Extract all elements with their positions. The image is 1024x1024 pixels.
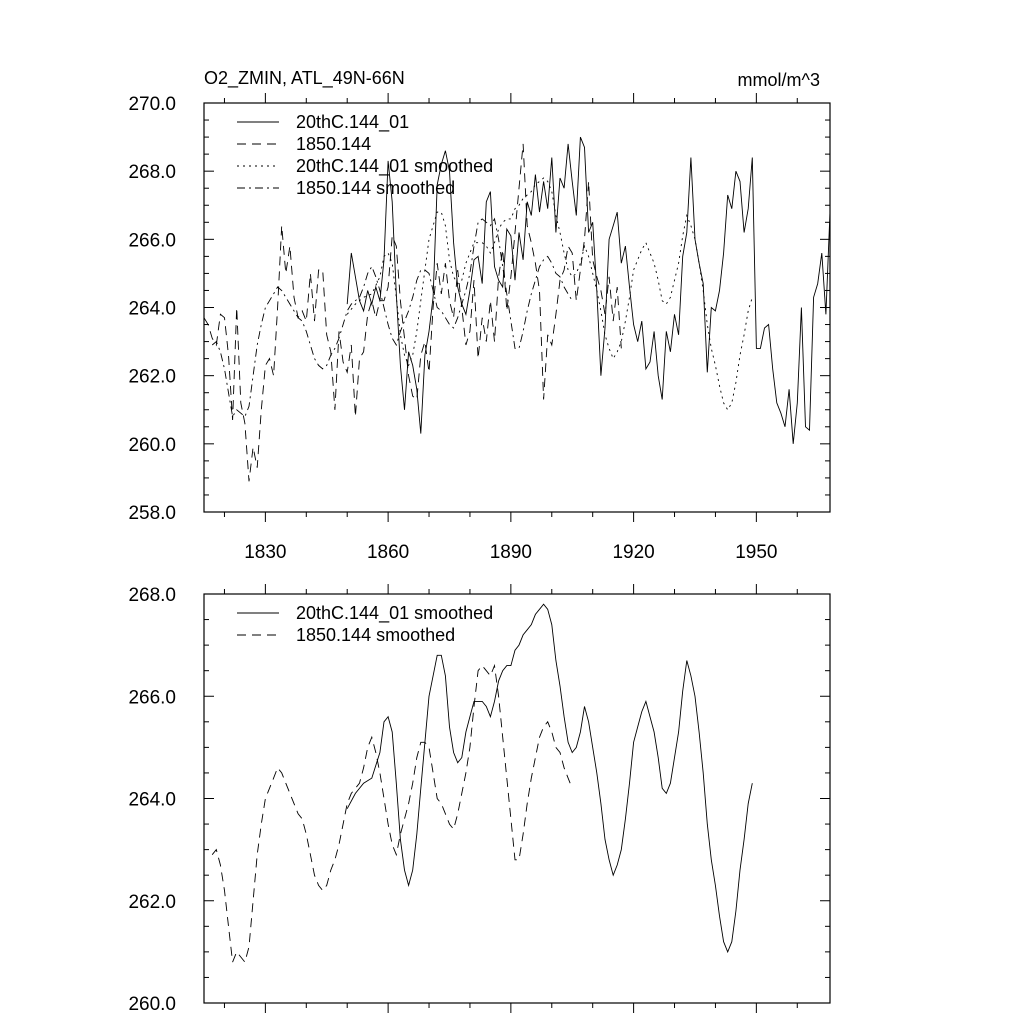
legend-label: 20thC.144_01 smoothed xyxy=(296,603,493,624)
y-tick-label: 264.0 xyxy=(128,790,176,811)
y-tick-label: 266.0 xyxy=(128,230,176,251)
y-tick-label: 262.0 xyxy=(128,892,176,913)
bottom-series-group xyxy=(211,603,753,964)
top-series-group xyxy=(203,136,831,482)
y-tick-label: 258.0 xyxy=(128,503,176,524)
y-tick-label: 260.0 xyxy=(128,435,176,456)
legend-label: 1850.144 smoothed xyxy=(296,625,455,645)
legend-label: 20thC.144_01 smoothed xyxy=(296,156,493,177)
y-tick-label: 262.0 xyxy=(128,367,176,388)
bottom-axes: 260.0 262.0 264.0 266.0 268.0 xyxy=(128,584,830,1015)
legend-label: 1850.144 xyxy=(296,134,371,154)
y-tick-label: 268.0 xyxy=(128,162,176,183)
x-tick-label: 1860 xyxy=(367,542,409,563)
series-line-1850-144-smoothed xyxy=(211,663,573,964)
legend-label: 20thC.144_01 xyxy=(296,112,409,133)
x-tick-label: 1830 xyxy=(244,542,286,563)
legend-label: 1850.144 smoothed xyxy=(296,178,455,198)
series-line-20thc-144-01-smoothed xyxy=(346,177,753,411)
bottom-plot-frame xyxy=(203,593,831,1004)
y-tick-label: 266.0 xyxy=(128,687,176,708)
series-line-1850-144-smoothed xyxy=(211,217,573,418)
bottom-panel: 260.0 262.0 264.0 266.0 268.0 20thC.144_01 s… xyxy=(128,584,831,1015)
y-tick-label: 264.0 xyxy=(128,299,176,320)
top-panel: O2_ZMIN, ATL_49N-66N mmol/m^3 258.0 260.0… xyxy=(128,68,831,563)
x-tick-label: 1890 xyxy=(490,542,532,563)
x-tick-label: 1920 xyxy=(612,542,654,563)
series-line-20thc-144-01-smoothed xyxy=(346,603,753,954)
series-line-1850-144 xyxy=(203,143,622,482)
series-line-20thc-144-01 xyxy=(346,136,831,444)
y-tick-label: 270.0 xyxy=(128,94,176,115)
y-tick-label: 268.0 xyxy=(128,585,176,606)
y-tick-label: 260.0 xyxy=(128,994,176,1015)
chart-title: O2_ZMIN, ATL_49N-66N xyxy=(204,68,405,89)
top-axes: 258.0 260.0 262.0 264.0 266.0 268.0 270.0 1830 1… xyxy=(128,93,830,563)
x-tick-label: 1950 xyxy=(735,542,777,563)
units-label: mmol/m^3 xyxy=(738,70,820,90)
